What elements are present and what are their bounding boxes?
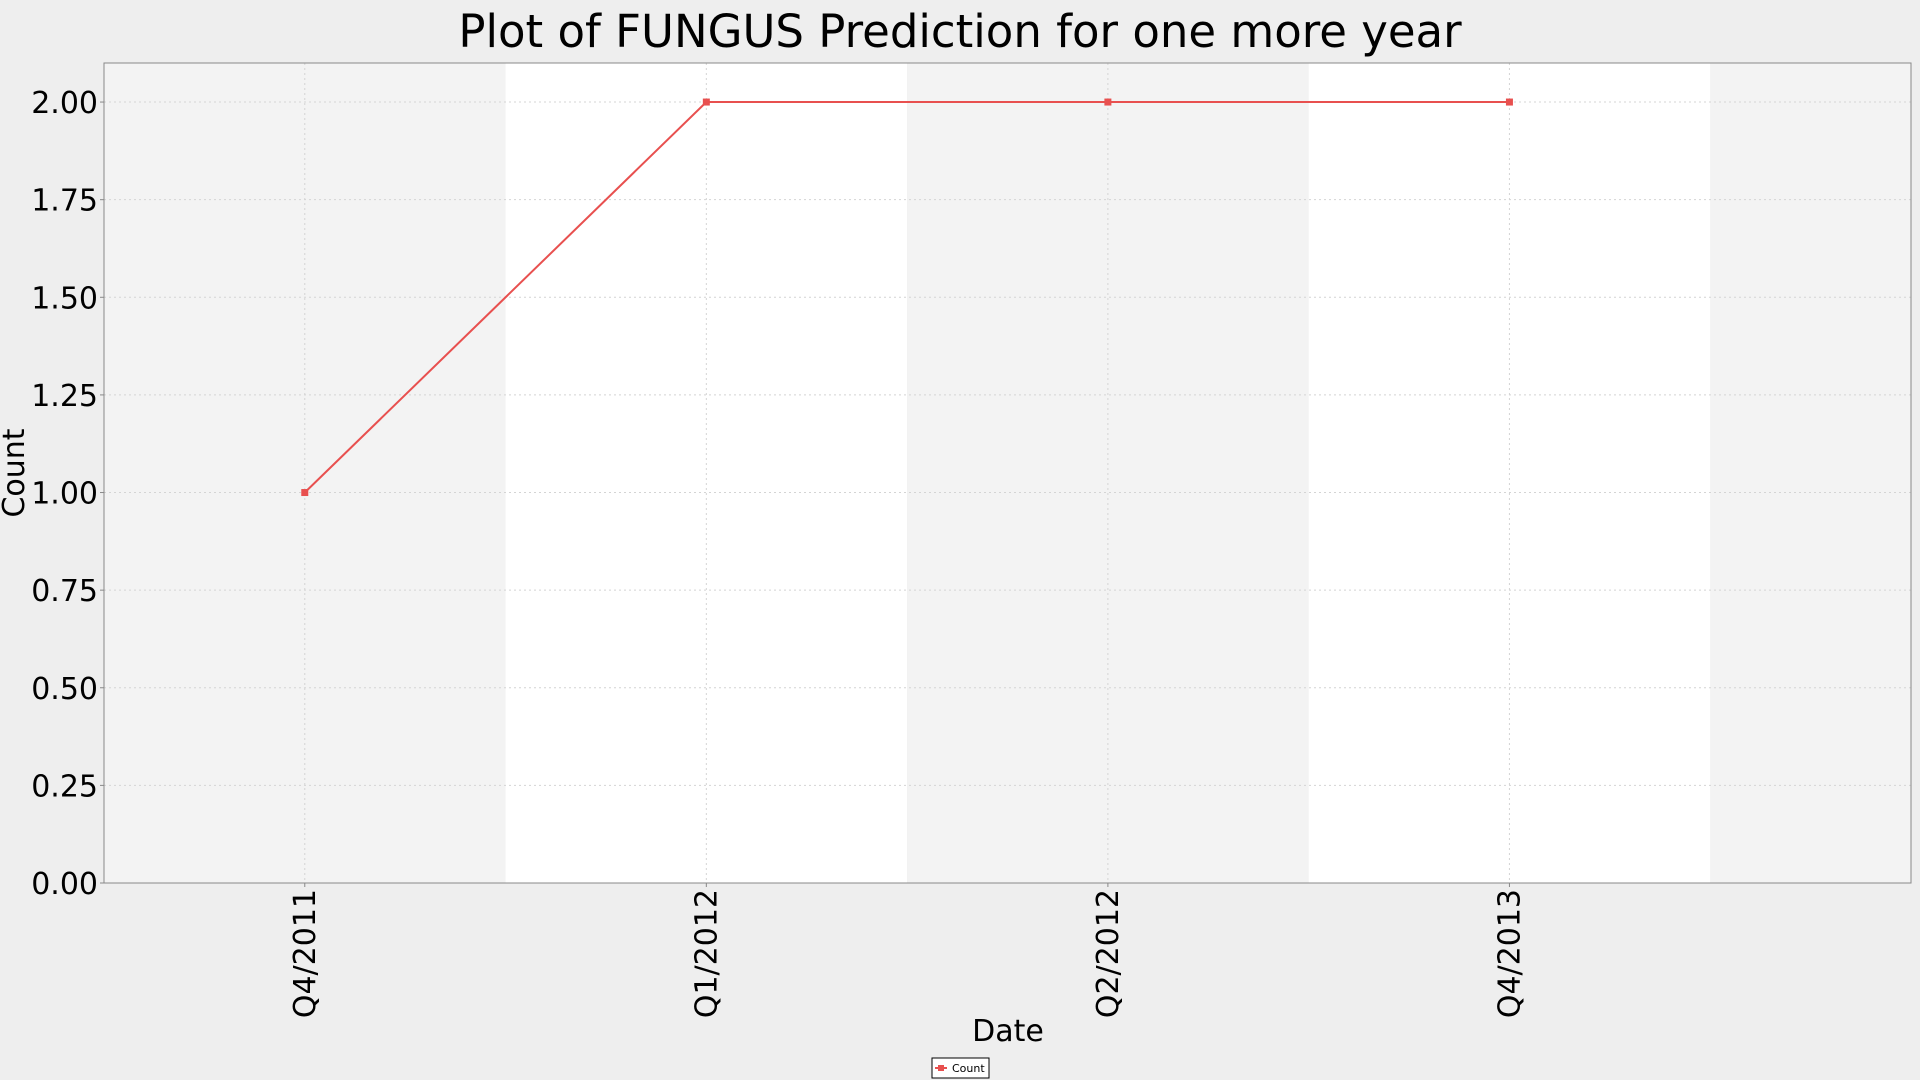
- y-tick-label: 0.75: [31, 574, 98, 609]
- category-band: [1710, 63, 1911, 883]
- y-tick-label: 0.50: [31, 672, 98, 707]
- data-point-marker: [1104, 98, 1112, 106]
- x-axis: Q4/2011 Q1/2012 Q2/2012 Q4/2013: [288, 883, 1527, 1018]
- x-axis-label: Date: [972, 1014, 1044, 1049]
- x-tick-label: Q2/2012: [1091, 889, 1126, 1018]
- y-tick-label: 0.00: [31, 867, 98, 902]
- x-tick-label: Q4/2011: [288, 889, 323, 1018]
- y-axis: 0.00 0.25 0.50 0.75 1.00 1.25 1.50 1.75 2.00: [31, 86, 104, 902]
- y-tick-label: 1.50: [31, 281, 98, 316]
- legend-box: [931, 1057, 990, 1079]
- legend: Count: [931, 1057, 990, 1079]
- y-tick-label: 1.75: [31, 184, 98, 219]
- y-tick-label: 0.25: [31, 769, 98, 804]
- data-point-marker: [702, 98, 710, 106]
- series-line: [304, 101, 1510, 494]
- y-tick-label: 1.00: [31, 477, 98, 512]
- chart-title: Plot of FUNGUS Prediction for one more y…: [458, 5, 1462, 58]
- legend-square-marker: [938, 1065, 944, 1071]
- y-tick-label: 1.25: [31, 379, 98, 414]
- x-tick-label: Q4/2013: [1492, 889, 1527, 1018]
- category-bands: [104, 63, 1911, 883]
- data-point-marker: [1505, 98, 1513, 106]
- y-axis-label: Count: [0, 428, 32, 517]
- y-tick-label: 2.00: [31, 86, 98, 121]
- legend-label: Count: [952, 1062, 985, 1075]
- data-point-marker: [301, 489, 309, 497]
- plot-area-border: [103, 62, 1912, 884]
- x-tick-label: Q1/2012: [689, 889, 724, 1018]
- series-count: [301, 98, 1513, 497]
